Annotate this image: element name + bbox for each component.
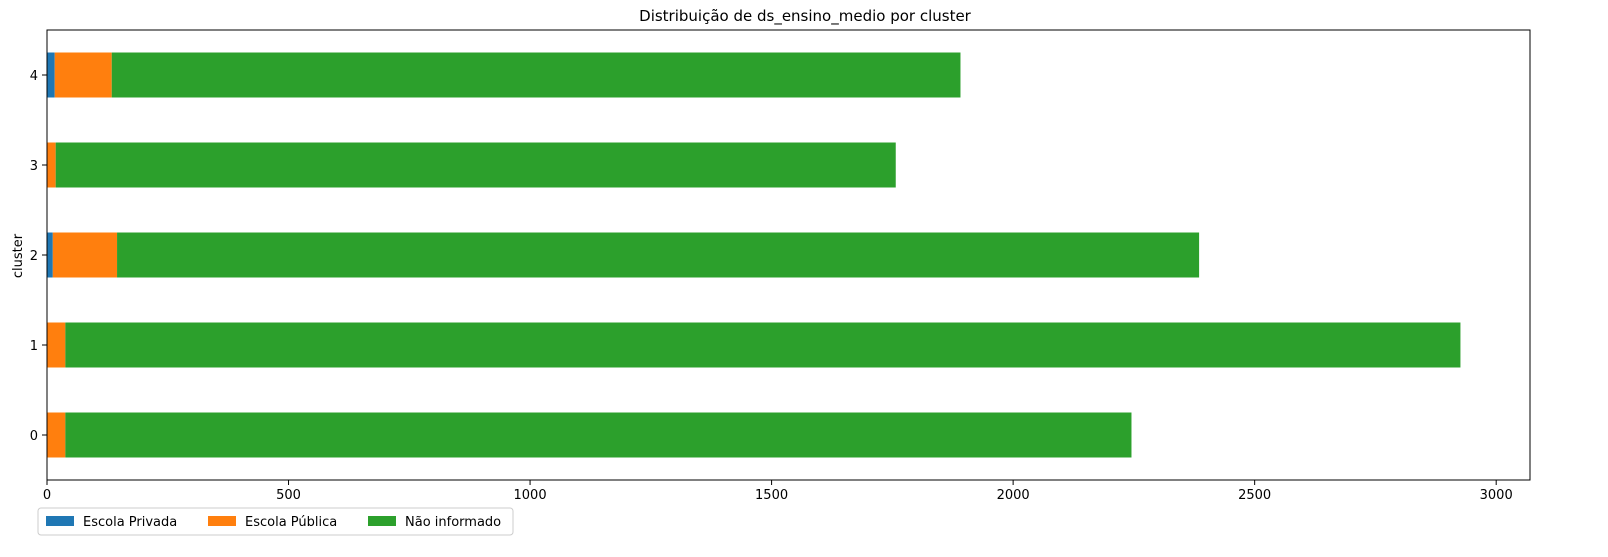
y-tick-label: 1 bbox=[30, 339, 38, 354]
legend: Escola Privada Escola Pública Não informad… bbox=[37, 507, 514, 536]
legend-box bbox=[37, 507, 514, 536]
bar-cluster-4-series-0 bbox=[47, 52, 55, 98]
bar-cluster-0-series-2 bbox=[65, 412, 1132, 458]
y-axis-label: cluster bbox=[11, 233, 26, 278]
legend-label: Escola Pública bbox=[245, 515, 337, 530]
legend-swatch bbox=[46, 516, 74, 526]
legend-swatch bbox=[368, 516, 396, 526]
x-tick-label: 2000 bbox=[997, 488, 1030, 503]
bar-cluster-3-series-2 bbox=[55, 142, 896, 188]
legend-label: Escola Privada bbox=[83, 515, 177, 530]
legend-swatch bbox=[208, 516, 236, 526]
bar-cluster-3-series-1 bbox=[47, 142, 56, 188]
x-tick-label: 2500 bbox=[1238, 488, 1271, 503]
chart-title: Distribuição de ds_ensino_medio por clus… bbox=[639, 7, 972, 26]
x-tick-label: 0 bbox=[43, 488, 51, 503]
bars-layer bbox=[47, 52, 1461, 458]
bar-cluster-0-series-1 bbox=[47, 412, 66, 458]
x-tick-label: 1500 bbox=[755, 488, 788, 503]
x-tick-label: 1000 bbox=[514, 488, 547, 503]
bar-cluster-4-series-1 bbox=[54, 52, 112, 98]
bar-cluster-2-series-0 bbox=[47, 232, 53, 278]
bar-cluster-1-series-1 bbox=[47, 322, 66, 368]
bar-cluster-2-series-1 bbox=[52, 232, 118, 278]
x-tick-label: 500 bbox=[276, 488, 301, 503]
axes-layer: 0 500 1000 1500 2000 2500 3000 0 1 2 3 4 bbox=[30, 29, 1531, 503]
bar-cluster-2-series-2 bbox=[117, 232, 1200, 278]
legend-label: Não informado bbox=[405, 515, 501, 530]
y-tick-label: 4 bbox=[30, 69, 38, 84]
x-tick-label: 3000 bbox=[1480, 488, 1513, 503]
y-tick-label: 0 bbox=[30, 429, 38, 444]
y-tick-label: 3 bbox=[30, 159, 38, 174]
y-tick-label: 2 bbox=[30, 249, 38, 264]
bar-cluster-1-series-2 bbox=[65, 322, 1461, 368]
bar-cluster-4-series-2 bbox=[111, 52, 961, 98]
